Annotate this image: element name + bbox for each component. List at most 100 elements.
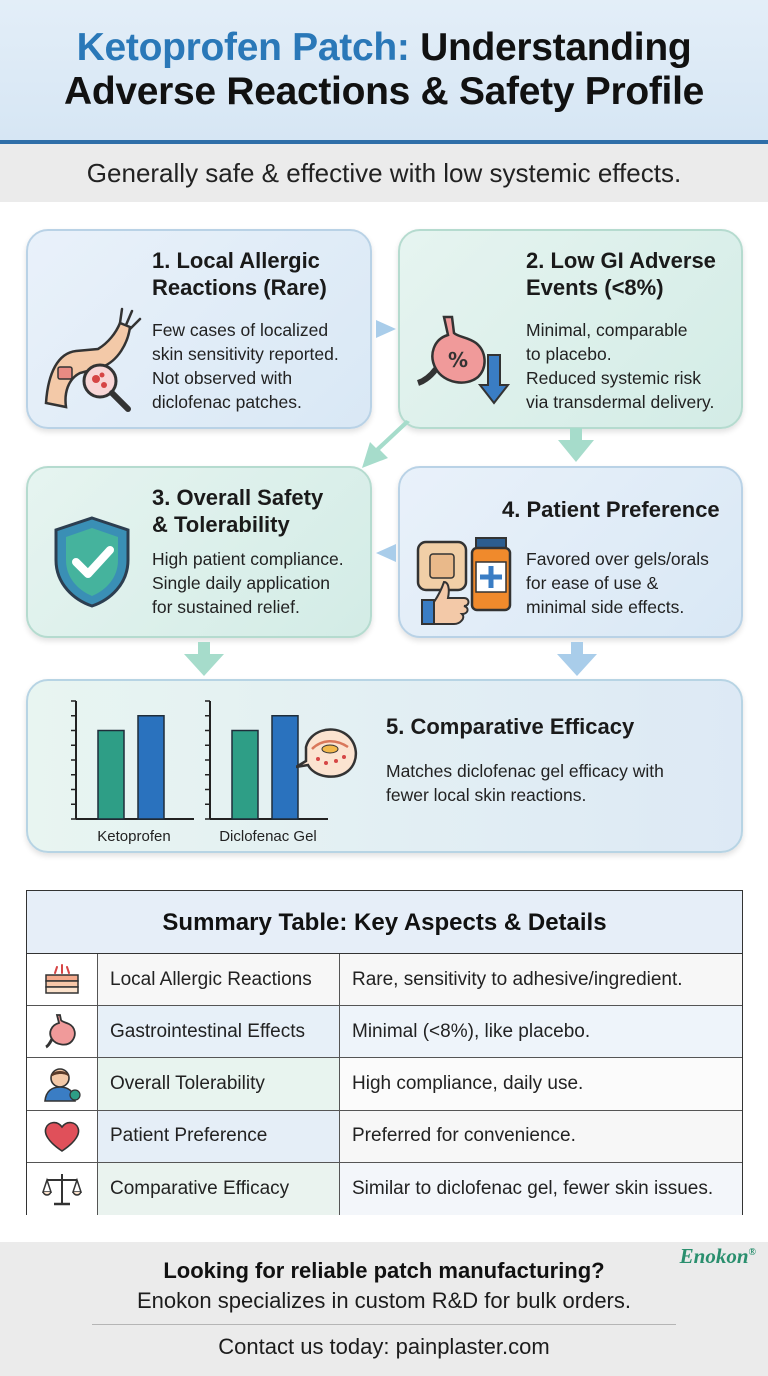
patient-icon: [44, 1068, 81, 1102]
card-line: via transdermal delivery.: [526, 392, 715, 412]
card-title: 1. Local Allergic Reactions (Rare): [152, 247, 327, 301]
brand-name: Enokon: [679, 1244, 749, 1268]
card-overall-safety: 3. Overall Safety & Tolerability High pa…: [26, 466, 372, 638]
card-body: Few cases of localized skin sensitivity …: [152, 318, 339, 414]
card-line: Favored over gels/orals: [526, 549, 709, 569]
page-title-line2: Adverse Reactions & Safety Profile: [63, 70, 705, 113]
card-title-line2: Reactions (Rare): [152, 275, 327, 300]
card-line: diclofenac patches.: [152, 392, 302, 412]
chart-category-label: Ketoprofen: [97, 828, 170, 845]
shield-check-icon: [54, 516, 130, 608]
card-low-gi: % 2. Low GI Adverse Events (<8%) Minimal…: [398, 229, 743, 429]
header-banner: Ketoprofen Patch: Understanding Adverse …: [0, 0, 768, 142]
card-line: Matches diclofenac gel efficacy with: [386, 761, 664, 781]
title-accent: Ketoprofen Patch:: [76, 26, 410, 69]
table-detail-cell: Rare, sensitivity to adhesive/ingredient…: [340, 954, 742, 1006]
table-aspect-cell: Comparative Efficacy: [98, 1162, 340, 1215]
table-row: Overall Tolerability High compliance, da…: [27, 1058, 742, 1111]
card-line: for ease of use &: [526, 573, 659, 593]
table-aspect-cell: Gastrointestinal Effects: [98, 1006, 340, 1058]
card-body: Matches diclofenac gel efficacy with few…: [386, 759, 664, 807]
card-body: Favored over gels/orals for ease of use …: [526, 547, 709, 619]
page-subtitle: Generally safe & effective with low syst…: [0, 144, 768, 202]
svg-text:%: %: [448, 348, 468, 372]
scale-icon: [42, 1173, 82, 1206]
footer-statement: Enokon specializes in custom R&D for bul…: [137, 1288, 631, 1313]
title-rest: Understanding: [420, 26, 692, 69]
card-title: 3. Overall Safety & Tolerability: [152, 484, 323, 538]
header-divider: [0, 140, 768, 144]
page-title-line1: Ketoprofen Patch: Understanding: [0, 26, 768, 70]
flow-arrow-diagonal-icon: [362, 420, 410, 468]
card-local-allergic: 1. Local Allergic Reactions (Rare) Few c…: [26, 229, 372, 429]
chart-bar: [97, 729, 125, 820]
card-title-line2: Events (<8%): [526, 275, 664, 300]
table-row: Comparative Efficacy Similar to diclofen…: [27, 1162, 742, 1215]
chart-bar: [137, 715, 165, 820]
table-row: Patient Preference Preferred for conveni…: [27, 1110, 742, 1163]
card-title: 2. Low GI Adverse Events (<8%): [526, 247, 716, 301]
summary-table: Summary Table: Key Aspects & Details Loc…: [26, 890, 743, 1215]
chart-category-label: Diclofenac Gel: [219, 828, 317, 845]
stomach-down-arrow-icon: %: [416, 315, 511, 405]
card-body: Minimal, comparable to placebo. Reduced …: [526, 318, 714, 414]
table-row: Gastrointestinal Effects Minimal (<8%), …: [27, 1006, 742, 1059]
heart-icon: [44, 1121, 80, 1153]
footer-question: Looking for reliable patch manufacturing…: [163, 1258, 605, 1283]
chart-bar: [231, 729, 259, 820]
card-line: fewer local skin reactions.: [386, 785, 587, 805]
table-title: Summary Table: Key Aspects & Details: [27, 891, 742, 954]
table-detail-cell: High compliance, daily use.: [340, 1058, 742, 1110]
table-icon-cell: [27, 1006, 98, 1058]
table-aspect-cell: Local Allergic Reactions: [98, 954, 340, 1006]
skin-layer-icon: [45, 963, 79, 994]
card-title-line1: 1. Local Allergic: [152, 248, 320, 273]
card-line: for sustained relief.: [152, 597, 300, 617]
footer-cta: Enokon® Looking for reliable patch manuf…: [0, 1242, 768, 1376]
table-detail-cell: Minimal (<8%), like placebo.: [340, 1006, 742, 1058]
footer-divider: [92, 1324, 676, 1325]
card-line: High patient compliance.: [152, 549, 344, 569]
stomach-icon: [45, 1013, 76, 1049]
table-aspect-cell: Patient Preference: [98, 1110, 340, 1162]
card-line: skin sensitivity reported.: [152, 344, 339, 364]
flow-arrow-right-1-icon: [376, 320, 396, 338]
card-title-line1: 3. Overall Safety: [152, 485, 324, 510]
arm-magnifier-icon: [44, 307, 142, 412]
card-line: to placebo.: [526, 344, 612, 364]
card-line: Not observed with: [152, 368, 293, 388]
skin-reaction-bubble-icon: [296, 728, 357, 778]
card-title-line2: & Tolerability: [152, 512, 290, 537]
card-patient-preference: 4. Patient Preference Favored over gels/…: [398, 466, 743, 638]
card-title-line1: 5. Comparative Efficacy: [386, 714, 635, 739]
card-line: Few cases of localized: [152, 320, 329, 340]
chart-bar: [271, 715, 299, 820]
card-comparative-efficacy: Ketoprofen Diclofenac Gel 5. Comparative …: [26, 679, 743, 853]
card-body: High patient compliance. Single daily ap…: [152, 547, 344, 619]
patch-bottle-thumb-icon: [416, 537, 512, 625]
flow-arrow-down-2-icon: [558, 428, 594, 462]
card-title: 5. Comparative Efficacy: [386, 713, 634, 740]
card-line: Minimal, comparable: [526, 320, 688, 340]
table-aspect-cell: Overall Tolerability: [98, 1058, 340, 1110]
flow-arrow-down-3-icon: [184, 642, 224, 676]
card-line: minimal side effects.: [526, 597, 685, 617]
card-title-line1: 2. Low GI Adverse: [526, 248, 716, 273]
footer-contact-link[interactable]: Contact us today: painplaster.com: [218, 1334, 550, 1359]
brand-registered-mark: ®: [748, 1247, 756, 1258]
card-title-line1: 4. Patient Preference: [502, 497, 720, 522]
table-icon-cell: [27, 1162, 98, 1215]
card-line: Single daily application: [152, 573, 331, 593]
card-title: 4. Patient Preference: [502, 496, 720, 523]
table-detail-cell: Preferred for convenience.: [340, 1110, 742, 1162]
table-row: Local Allergic Reactions Rare, sensitivi…: [27, 954, 742, 1007]
card-line: Reduced systemic risk: [526, 368, 702, 388]
table-icon-cell: [27, 1058, 98, 1110]
table-icon-cell: [27, 954, 98, 1006]
flow-arrow-left-3-icon: [376, 544, 396, 562]
table-detail-cell: Similar to diclofenac gel, fewer skin is…: [340, 1162, 742, 1215]
efficacy-bar-chart: Ketoprofen Diclofenac Gel: [71, 700, 328, 845]
flow-arrow-down-4-icon: [557, 642, 597, 676]
table-icon-cell: [27, 1110, 98, 1162]
brand-logo: Enokon®: [680, 1244, 756, 1269]
